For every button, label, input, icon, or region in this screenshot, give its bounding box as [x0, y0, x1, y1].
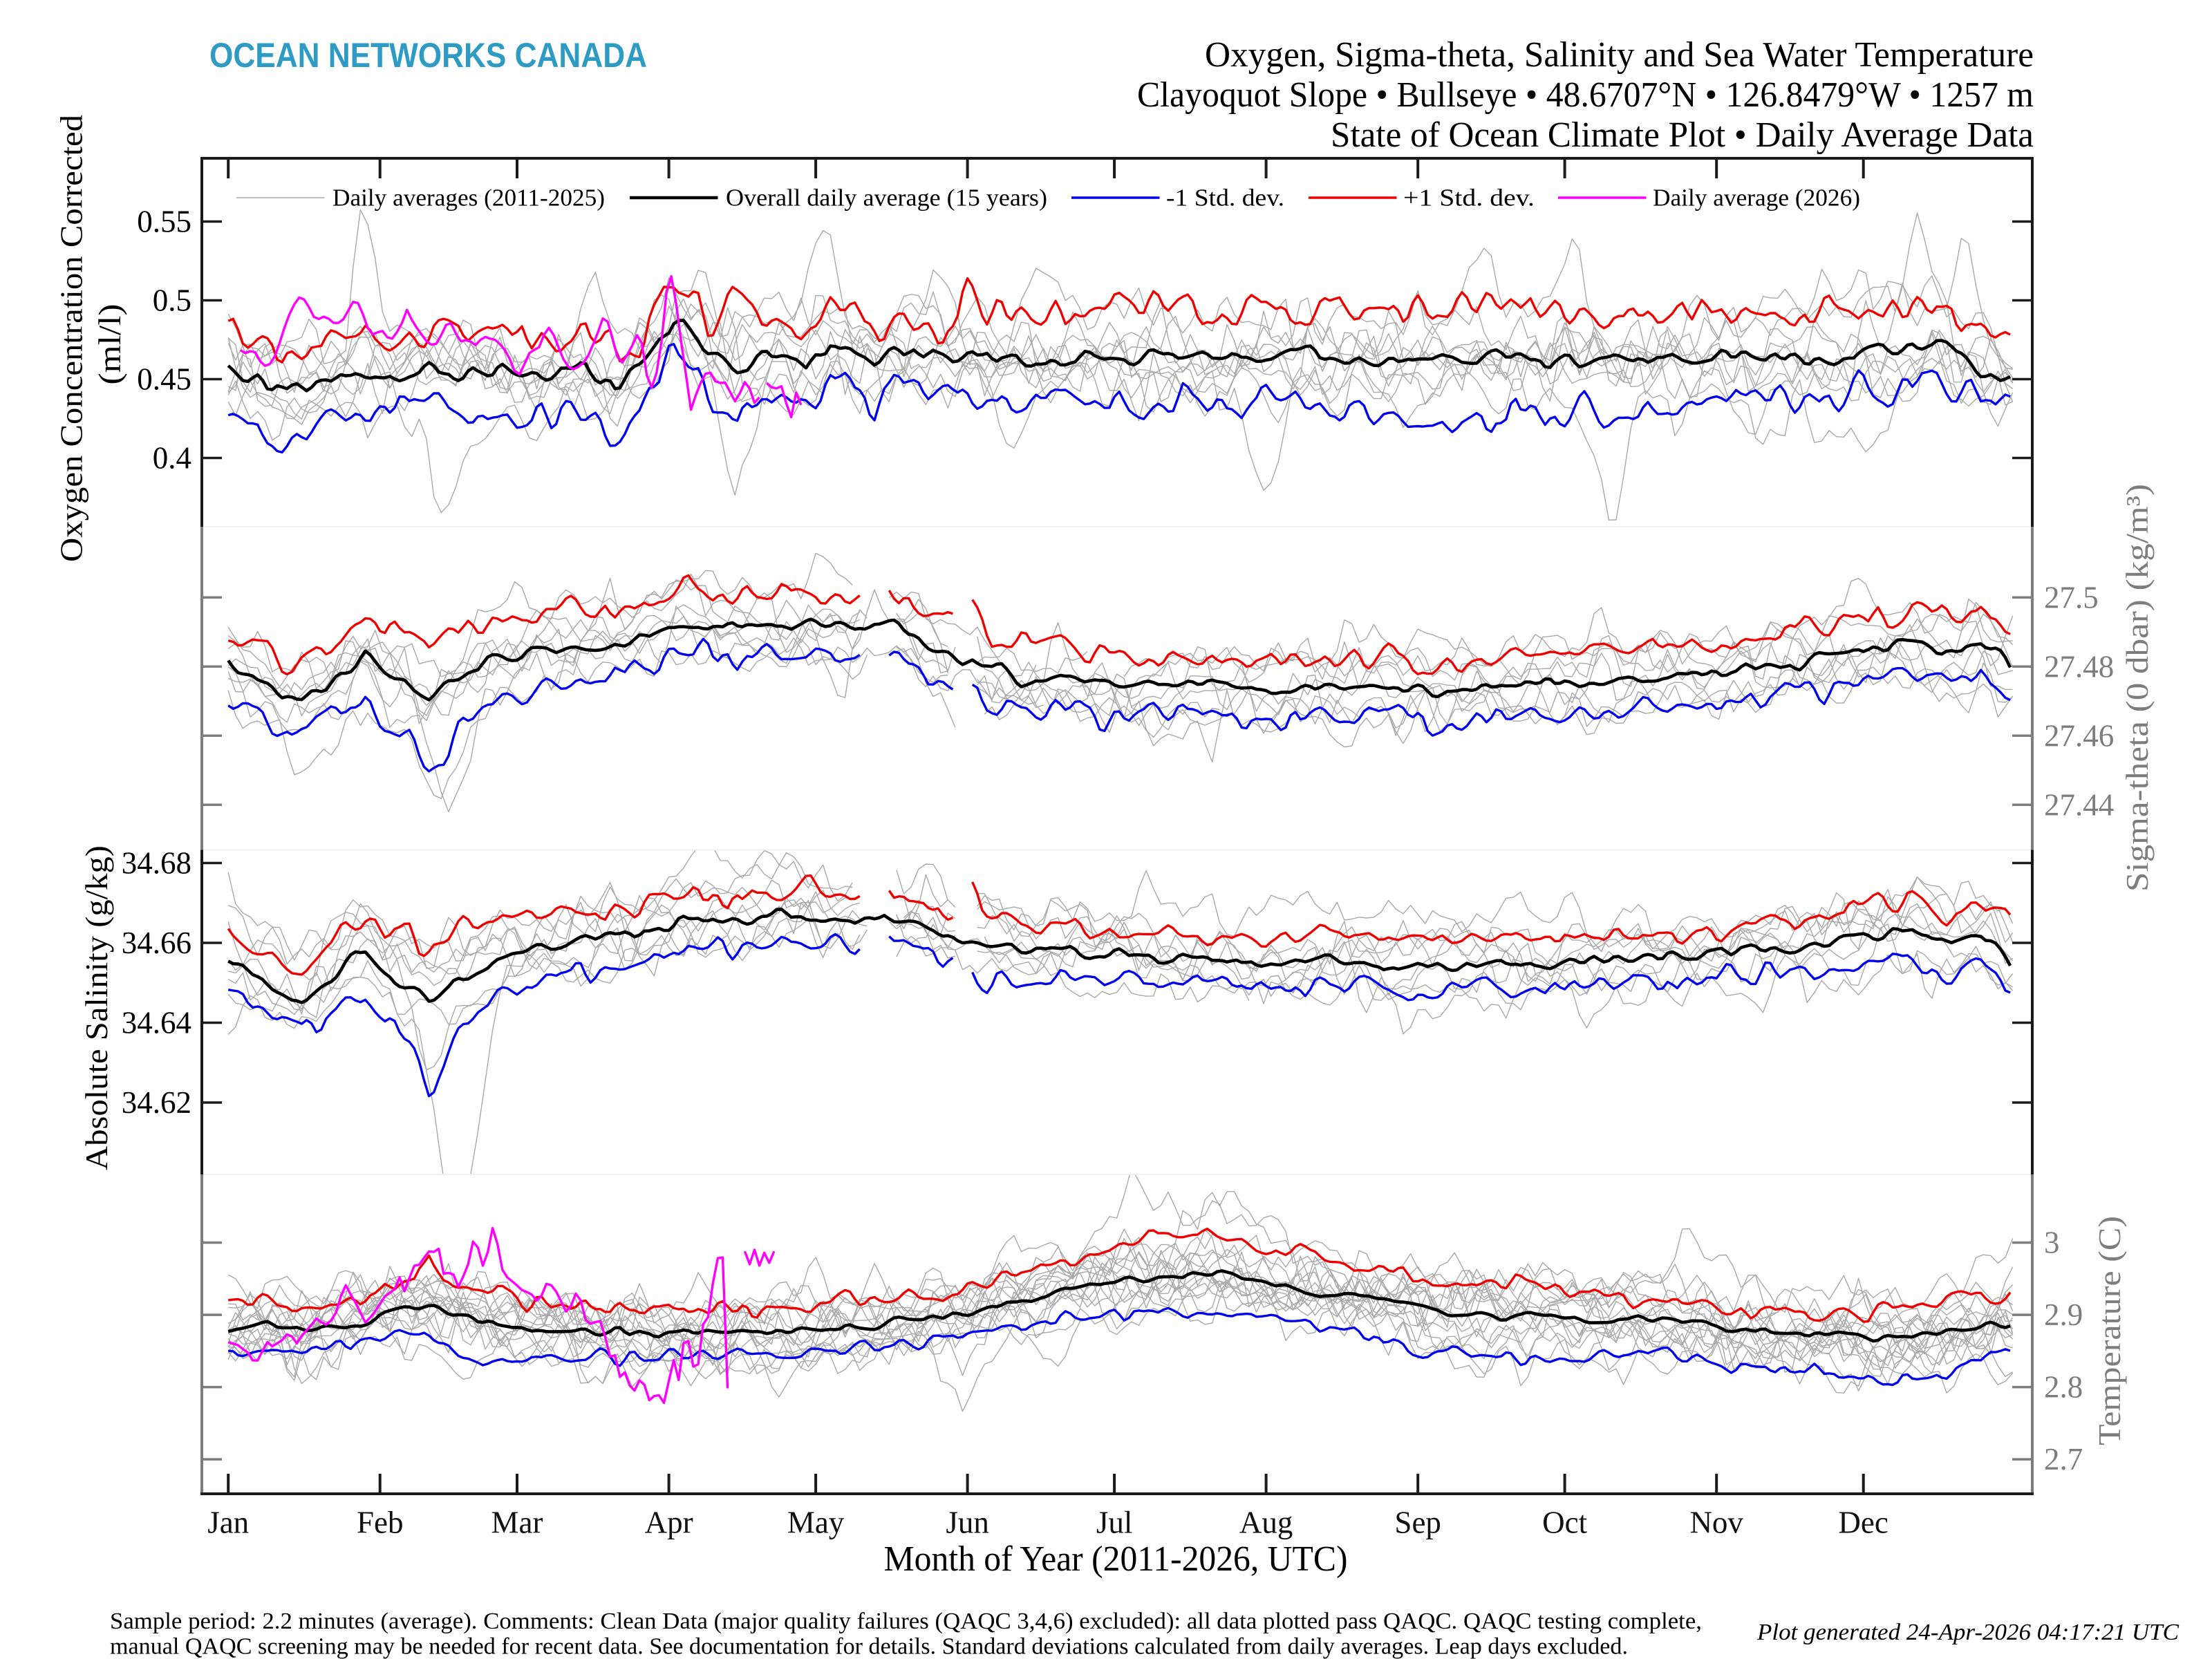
svg-text:2.8: 2.8 [2044, 1370, 2083, 1405]
svg-text:Apr: Apr [645, 1506, 693, 1540]
svg-text:34.66: 34.66 [122, 926, 191, 960]
svg-text:27.44: 27.44 [2044, 787, 2114, 822]
svg-text:+1 Std. dev.: +1 Std. dev. [1403, 185, 1535, 212]
svg-text:Dec: Dec [1838, 1506, 1888, 1540]
svg-text:34.68: 34.68 [122, 846, 191, 881]
svg-text:Aug: Aug [1239, 1506, 1293, 1540]
svg-text:34.64: 34.64 [122, 1006, 191, 1040]
svg-text:0.55: 0.55 [137, 205, 191, 239]
svg-text:Nov: Nov [1689, 1506, 1743, 1540]
svg-text:Daily average (2026): Daily average (2026) [1653, 185, 1860, 212]
svg-text:0.5: 0.5 [153, 283, 191, 318]
svg-text:Sep: Sep [1394, 1506, 1441, 1540]
svg-text:Sample period: 2.2 minutes (av: Sample period: 2.2 minutes (average). Co… [110, 1609, 1702, 1634]
svg-text:Daily averages (2011-2025): Daily averages (2011-2025) [332, 185, 605, 212]
svg-text:Plot generated 24-Apr-2026 04:: Plot generated 24-Apr-2026 04:17:21 UTC [1756, 1620, 2179, 1645]
svg-text:0.45: 0.45 [137, 362, 191, 397]
svg-text:Jul: Jul [1096, 1506, 1133, 1540]
svg-text:3: 3 [2044, 1226, 2060, 1260]
svg-text:Absolute Salinity (g/kg): Absolute Salinity (g/kg) [79, 845, 114, 1170]
svg-text:manual QAQC screening may be n: manual QAQC screening may be needed for … [110, 1634, 1628, 1659]
svg-text:2.9: 2.9 [2044, 1297, 2083, 1332]
svg-text:Jun: Jun [946, 1506, 989, 1540]
svg-text:Clayoquot Slope • Bullseye • 4: Clayoquot Slope • Bullseye • 48.6707°N •… [1137, 75, 2034, 115]
svg-text:Temperature (C): Temperature (C) [2092, 1216, 2127, 1445]
svg-text:May: May [787, 1506, 845, 1540]
svg-text:Sigma-theta (0 dbar) (kg/m³): Sigma-theta (0 dbar) (kg/m³) [2119, 484, 2155, 892]
svg-text:OCEAN NETWORKS CANADA: OCEAN NETWORKS CANADA [209, 36, 647, 75]
svg-text:Month of Year (2011-2026, UTC): Month of Year (2011-2026, UTC) [884, 1539, 1348, 1579]
svg-text:State of Ocean Climate Plot •: State of Ocean Climate Plot • Daily Aver… [1331, 115, 2034, 155]
svg-text:27.46: 27.46 [2044, 718, 2114, 753]
svg-text:34.62: 34.62 [122, 1085, 191, 1120]
svg-text:27.48: 27.48 [2044, 649, 2114, 684]
svg-text:27.5: 27.5 [2044, 580, 2099, 615]
svg-text:-1 Std. dev.: -1 Std. dev. [1166, 185, 1284, 212]
svg-text:Mar: Mar [491, 1506, 543, 1540]
svg-text:Feb: Feb [357, 1506, 404, 1540]
svg-text:Jan: Jan [207, 1506, 249, 1540]
svg-text:(ml/l): (ml/l) [92, 304, 127, 385]
svg-text:2.7: 2.7 [2044, 1442, 2083, 1477]
svg-text:Oct: Oct [1542, 1506, 1587, 1540]
svg-text:0.4: 0.4 [153, 441, 191, 476]
svg-text:Oxygen, Sigma-theta, Salinity: Oxygen, Sigma-theta, Salinity and Sea Wa… [1205, 35, 2034, 75]
svg-text:Overall daily average (15 year: Overall daily average (15 years) [726, 185, 1047, 212]
svg-text:Oxygen Concentration Corrected: Oxygen Concentration Corrected [54, 115, 89, 562]
